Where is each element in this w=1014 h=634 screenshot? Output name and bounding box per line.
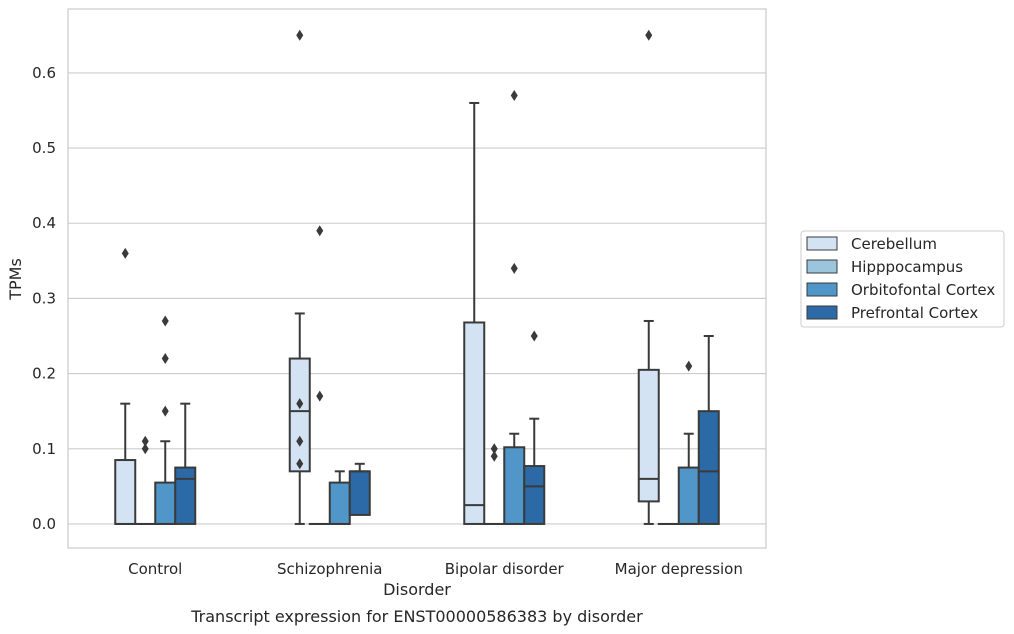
outlier-point: [296, 458, 304, 470]
outlier-point: [141, 435, 149, 447]
x-tick-label: Control: [128, 560, 182, 578]
box: [697, 335, 720, 525]
box-body: [677, 466, 700, 525]
box-group: [637, 29, 720, 525]
box-body: [523, 465, 546, 525]
box-body: [503, 446, 526, 525]
outlier-point: [510, 89, 518, 101]
x-axis-label: Disorder: [383, 580, 451, 599]
legend-label: Cerebellum: [851, 235, 937, 253]
box-group: [114, 247, 197, 525]
plot-frame: [67, 8, 767, 549]
legend: Cerebellum Hipppocampus Orbitofontal Corte…: [800, 230, 1005, 328]
box-body: [174, 466, 197, 525]
outlier-point: [296, 29, 304, 41]
legend-label: Hipppocampus: [851, 258, 963, 276]
box-body: [328, 481, 351, 525]
y-tick-labels: 0.0 0.1 0.2 0.3 0.4 0.5 0.6: [32, 64, 56, 533]
legend-label: Orbitofontal Cortex: [851, 281, 995, 299]
outlier-point: [161, 353, 169, 365]
legend-label: Prefrontal Cortex: [851, 304, 978, 322]
box: [463, 101, 486, 525]
box-body: [637, 368, 660, 503]
plot-area: [68, 9, 766, 548]
box: [114, 247, 137, 525]
outlier-point: [161, 405, 169, 417]
box: [288, 29, 311, 525]
outlier-point: [645, 29, 653, 41]
x-tick-label: Bipolar disorder: [445, 560, 565, 578]
box: [154, 315, 177, 525]
outlier-point: [685, 360, 693, 372]
box: [328, 470, 351, 525]
box-body: [697, 410, 720, 525]
outlier-point: [490, 450, 498, 462]
box: [348, 462, 371, 516]
x-tick-labels: Control Schizophrenia Bipolar disorder Majo…: [128, 560, 743, 578]
y-tick-label: 0.2: [32, 365, 56, 383]
y-tick-label: 0.0: [32, 515, 56, 533]
box-group: [288, 29, 371, 525]
outlier-point: [161, 315, 169, 327]
y-tick-label: 0.6: [32, 64, 56, 82]
legend-swatch: [806, 259, 838, 274]
box: [523, 330, 546, 525]
box-body: [348, 470, 371, 516]
box-body: [288, 357, 311, 473]
outlier-point: [296, 435, 304, 447]
box-body: [114, 459, 137, 525]
x-tick-label: Major depression: [615, 560, 743, 578]
outlier-point: [121, 247, 129, 259]
legend-swatch: [806, 236, 838, 251]
box: [174, 402, 197, 525]
y-tick-label: 0.4: [32, 214, 56, 232]
x-tick-label: Schizophrenia: [277, 560, 382, 578]
outlier-point: [490, 443, 498, 455]
outlier-point: [530, 330, 538, 342]
box-body: [154, 481, 177, 525]
legend-swatch: [806, 305, 838, 320]
legend-item: Cerebellum: [806, 235, 937, 253]
outlier-point: [510, 262, 518, 274]
outlier-point: [316, 225, 324, 237]
box-group: [463, 89, 546, 525]
y-axis-label: TPMs: [6, 258, 25, 301]
outlier-point: [141, 443, 149, 455]
legend-frame: [800, 230, 1005, 328]
box-groups: [114, 29, 720, 525]
outlier-point: [316, 390, 324, 402]
legend-item: Orbitofontal Cortex: [806, 281, 995, 299]
legend-swatch: [806, 282, 838, 297]
chart-caption: Transcript expression for ENST0000058638…: [190, 607, 643, 626]
legend-item: Hipppocampus: [806, 258, 963, 276]
box-body: [463, 321, 486, 525]
legend-item: Prefrontal Cortex: [806, 304, 978, 322]
y-tick-label: 0.3: [32, 289, 56, 307]
y-tick-label: 0.5: [32, 139, 56, 157]
y-tick-label: 0.1: [32, 440, 56, 458]
outlier-point: [296, 398, 304, 410]
box: [308, 225, 331, 525]
box: [637, 29, 660, 525]
